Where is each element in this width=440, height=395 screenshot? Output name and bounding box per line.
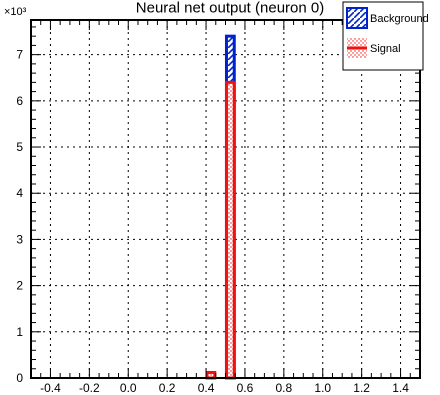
x-tick-label: -0.4 xyxy=(40,381,61,395)
x-tick-label: 0.2 xyxy=(159,381,176,395)
legend-label: Signal xyxy=(370,43,401,55)
x-tick-label: 1.4 xyxy=(392,381,409,395)
legend: Background Signal xyxy=(342,1,429,71)
legend-label: Background xyxy=(370,13,429,25)
x-tick-label: 1.0 xyxy=(314,381,331,395)
x-tick-label: 0.4 xyxy=(198,381,215,395)
chart-title: Neural net output (neuron 0) xyxy=(136,0,324,16)
y-tick-label: 3 xyxy=(16,232,23,246)
y-tick-label: 0 xyxy=(16,371,23,385)
y-tick-label: 1 xyxy=(16,325,23,339)
y-tick-label: 4 xyxy=(16,186,23,200)
y-tick-label: 5 xyxy=(16,140,23,154)
bars xyxy=(205,34,236,380)
x-tick-label: 0.8 xyxy=(276,381,293,395)
y-tick-label: 2 xyxy=(16,279,23,293)
legend-box xyxy=(342,1,424,71)
signal-bar xyxy=(224,80,236,380)
x-tick-label: 0.0 xyxy=(120,381,137,395)
legend-swatch-background xyxy=(346,7,368,29)
y-tick-label: 7 xyxy=(16,48,23,62)
axes: -0.4 -0.2 0.0 0.2 0.4 0.6 0.8 1.0 1.2 1.4 0 1 2 3 4 5 6 7 xyxy=(16,19,421,395)
x-tick-label: 1.2 xyxy=(353,381,370,395)
y-tick-label: 6 xyxy=(16,94,23,108)
y-exponent-label: ×10³ xyxy=(4,6,27,18)
x-tick-label: -0.2 xyxy=(79,381,100,395)
x-tick-label: 0.6 xyxy=(237,381,254,395)
